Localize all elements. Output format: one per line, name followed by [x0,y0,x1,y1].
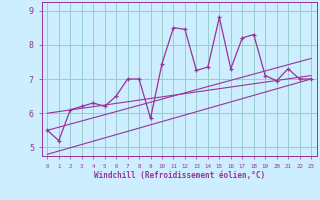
X-axis label: Windchill (Refroidissement éolien,°C): Windchill (Refroidissement éolien,°C) [94,171,265,180]
